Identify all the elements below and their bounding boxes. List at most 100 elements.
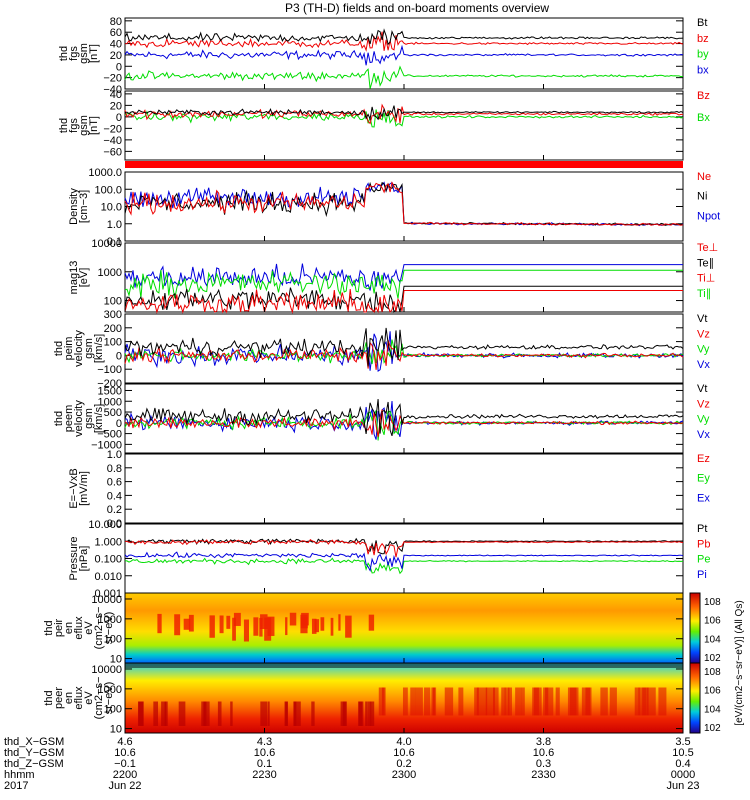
- panels-group: 806040200−20−40thdfgsgsm[nT]Btbzbybx4020…: [43, 16, 720, 736]
- y-axis-label: fgs: [68, 118, 80, 133]
- y-tick-label: 10: [110, 724, 122, 736]
- spectrogram-feature: [253, 617, 259, 636]
- y-axis-label: E=−VxB: [68, 468, 80, 508]
- legend-entry: Te∥: [697, 257, 714, 269]
- y-tick-label: 60: [110, 27, 122, 39]
- legend-entry: Pi: [697, 569, 707, 581]
- x-row-value: 4.6: [117, 736, 132, 748]
- y-tick-label: −20: [103, 73, 122, 85]
- y-axis-label: Density: [68, 188, 80, 225]
- x-row-value: 2200: [113, 769, 137, 781]
- series-line-green: [124, 109, 684, 128]
- panel-temp: 10000 1000 100 mag13[eV] Te⊥ Te∥ Ti⊥ Ti∥: [68, 238, 718, 314]
- x-row-label: thd_Y−GSM: [4, 747, 64, 759]
- x-row-value: 0000: [671, 769, 695, 781]
- x-axis-group: thd_X−GSM 4.6 4.3 4.0 3.8 3.5 thd_Y−GSM 10.6 10.…: [4, 736, 700, 792]
- y-tick-label: −20: [103, 123, 122, 135]
- y-axis-label: eflux: [73, 616, 85, 640]
- y-axis-label: fgs: [68, 46, 80, 61]
- colorbar-tick-label: 106: [704, 616, 721, 627]
- legend-entry: Bz: [697, 90, 710, 102]
- spectrogram-feature: [508, 687, 512, 716]
- y-tick-label: −40: [103, 84, 122, 96]
- series-line-red: [124, 340, 684, 370]
- spectrogram-feature: [521, 687, 525, 716]
- legend-entry: Bx: [697, 112, 710, 124]
- spectrogram-feature: [634, 687, 640, 716]
- y-tick-label: 1.0: [107, 449, 122, 461]
- legend-entry: Ey: [697, 473, 710, 485]
- spectrogram-feature: [311, 701, 315, 726]
- y-tick-label: 0.100: [94, 554, 122, 566]
- legend-entry: Te⊥: [697, 242, 718, 254]
- legend-entry: Vt: [697, 383, 707, 395]
- y-tick-label: 0: [116, 418, 122, 430]
- x-row-value: 0.3: [536, 758, 551, 770]
- legend-entry: Pe: [697, 554, 710, 566]
- x-row-label: thd_Z−GSM: [4, 758, 64, 770]
- panel-peer: 10000 1000 100 10 thdpeerenefluxeV(cm2−s−sr−…: [43, 662, 684, 736]
- y-tick-label: 100: [104, 337, 122, 349]
- spectrogram-feature: [444, 687, 454, 716]
- y-tick-label: 10000: [91, 238, 122, 250]
- y-tick-label: 1000: [98, 684, 122, 696]
- data-flag-bar: [125, 161, 683, 168]
- spectrogram-feature: [243, 619, 250, 642]
- spectrogram-feature: [485, 687, 496, 716]
- y-axis-label: eflux: [73, 686, 85, 710]
- panel-frame: [124, 453, 684, 524]
- y-tick-label: −1000: [91, 439, 122, 451]
- spectrogram-feature: [204, 701, 210, 726]
- y-tick-label: 20: [110, 50, 122, 62]
- y-axis-label: thd: [58, 118, 70, 133]
- legend-entry: Vx: [697, 429, 710, 441]
- x-row-label: thd_X−GSM: [4, 736, 64, 748]
- y-axis-label: sr−eV): [103, 612, 115, 645]
- spectrogram-feature: [365, 701, 368, 726]
- spectrogram-feature: [642, 687, 647, 716]
- x-row-value: 10.6: [114, 747, 135, 759]
- series-line-red: [124, 31, 684, 52]
- x-row-label: 2017: [4, 780, 28, 792]
- y-tick-label: 1500: [98, 385, 122, 397]
- series-line-red: [124, 181, 684, 226]
- spectrogram-feature: [501, 687, 506, 716]
- series-line-blue: [124, 44, 684, 66]
- legend-entry: Ni: [697, 191, 707, 203]
- y-tick-label: 10.0: [101, 202, 122, 214]
- spectrogram-feature: [370, 701, 375, 726]
- legend-entry: by: [697, 49, 709, 61]
- y-tick-label: 1000: [98, 614, 122, 626]
- panel-peir: 10000 1000 100 10 thdpeirenefluxeV(cm2−s−sr−…: [43, 592, 684, 666]
- y-axis-label: gsm: [83, 338, 95, 359]
- y-axis-label: Pressure: [68, 536, 80, 580]
- y-tick-label: 0.1: [107, 236, 122, 248]
- x-row-value: 0.4: [675, 758, 690, 770]
- colorbar: [689, 662, 701, 734]
- x-row-value: 10.6: [393, 747, 414, 759]
- panel-frame: [124, 90, 684, 161]
- legend-entry: Ti∥: [697, 288, 711, 300]
- spectrogram-feature: [368, 614, 375, 631]
- spectrogram-feature: [161, 701, 167, 726]
- y-axis-label: en: [63, 622, 75, 634]
- spectrogram-feature: [209, 615, 215, 638]
- legend-entry: Ez: [697, 453, 710, 465]
- y-tick-label: 80: [110, 16, 122, 28]
- y-axis-label: (cm2−s−: [93, 607, 105, 650]
- colorbar-label: [eV/(cm2−s−sr−eV)] (All Qs): [734, 600, 745, 725]
- spectrogram-feature: [492, 687, 499, 716]
- x-row-value: 3.5: [675, 736, 690, 748]
- colorbar-tick-label: 104: [704, 634, 721, 645]
- panel-pressure: 10.000 1.000 0.100 0.010 0.001 Pressure[nPa] P…: [68, 519, 710, 600]
- spectrogram-feature: [230, 701, 233, 726]
- spectrogram-feature: [504, 687, 510, 716]
- y-tick-label: 1.0: [107, 219, 122, 231]
- spectrogram-feature: [543, 687, 549, 716]
- panel-density: 1000.0 100.0 10.0 1.0 0.1 Density[cm−3] Ne Ni Np…: [68, 167, 720, 248]
- y-tick-label: 0.8: [107, 463, 122, 475]
- x-row-label: hhmm: [4, 769, 35, 781]
- y-tick-label: 0.6: [107, 477, 122, 489]
- series-line-black: [124, 327, 684, 367]
- colorbar-tick-label: 108: [704, 597, 721, 608]
